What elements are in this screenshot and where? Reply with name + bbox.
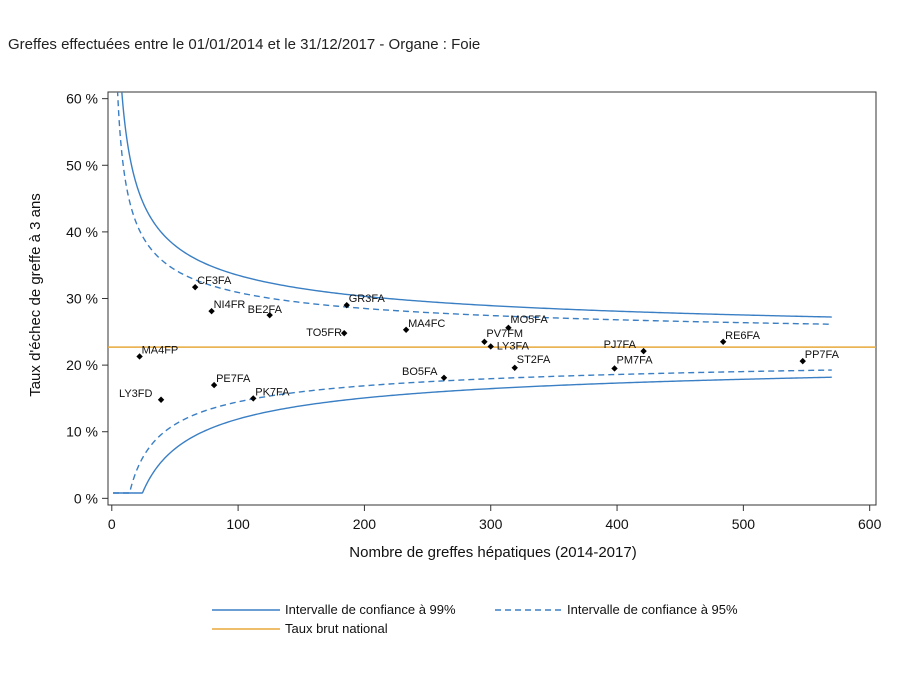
x-tick-label: 100 bbox=[226, 516, 250, 532]
y-tick-label: 10 % bbox=[66, 424, 98, 440]
y-tick-label: 50 % bbox=[66, 157, 98, 173]
data-point bbox=[511, 364, 518, 371]
y-tick-label: 0 % bbox=[74, 490, 98, 506]
data-point-label: PJ7FA bbox=[604, 339, 637, 351]
ci95-lower-curve bbox=[113, 369, 832, 494]
y-tick-label: 40 % bbox=[66, 224, 98, 240]
legend: Intervalle de confiance à 99% Intervalle… bbox=[212, 602, 738, 636]
x-tick-label: 200 bbox=[353, 516, 377, 532]
y-tick-label: 30 % bbox=[66, 291, 98, 307]
y-axis-label: Taux d'échec de greffe à 3 ans bbox=[27, 193, 44, 397]
data-point bbox=[343, 301, 350, 309]
data-point-label: PE7FA bbox=[216, 373, 251, 385]
data-point-label: CF3FA bbox=[197, 275, 232, 287]
ci99-lower-curve bbox=[113, 376, 832, 494]
data-point bbox=[640, 347, 647, 355]
ci99-upper-curve bbox=[121, 92, 832, 318]
page-title: Greffes effectuées entre le 01/01/2014 e… bbox=[8, 36, 481, 53]
data-point-label: PK7FA bbox=[255, 386, 290, 398]
data-point bbox=[481, 338, 488, 345]
data-point bbox=[210, 381, 218, 389]
legend-national-label: Taux brut national bbox=[285, 621, 388, 636]
data-point bbox=[250, 395, 257, 402]
data-point-label: BO5FA bbox=[402, 366, 438, 378]
y-tick-label: 20 % bbox=[66, 357, 98, 373]
x-tick-label: 0 bbox=[108, 516, 116, 532]
y-tick-label: 60 % bbox=[66, 91, 98, 107]
data-point-label: PV7FM bbox=[486, 328, 523, 340]
data-point-label: MA4FP bbox=[142, 344, 179, 356]
data-point bbox=[136, 353, 143, 360]
data-point-label: PP7FA bbox=[805, 349, 840, 361]
legend-ci95-label: Intervalle de confiance à 95% bbox=[567, 602, 738, 617]
data-point-label: GR3FA bbox=[349, 293, 386, 305]
data-point-label: RE6FA bbox=[725, 330, 761, 342]
data-point-label: NI4FR bbox=[214, 299, 246, 311]
ci95-upper-curve bbox=[116, 92, 832, 325]
data-point bbox=[208, 307, 215, 315]
data-point bbox=[266, 311, 273, 319]
data-point bbox=[611, 365, 618, 372]
plot-area: 0 100 200 300 400 500 600 0 % 10 % 20 % 30 % 40 % 50… bbox=[66, 91, 882, 532]
data-point-label: MO5FA bbox=[510, 314, 548, 326]
data-point bbox=[487, 343, 494, 350]
data-point-label: BE2FA bbox=[248, 304, 283, 316]
data-point-label: MA4FC bbox=[408, 318, 445, 330]
data-point bbox=[799, 357, 806, 365]
data-point-label: ST2FA bbox=[517, 354, 551, 366]
data-point-label: LY3FA bbox=[497, 340, 530, 352]
data-point bbox=[157, 396, 165, 403]
x-tick-label: 500 bbox=[732, 516, 756, 532]
data-point-label: LY3FD bbox=[119, 388, 152, 400]
data-point bbox=[719, 338, 727, 345]
x-tick-label: 300 bbox=[479, 516, 503, 532]
data-point bbox=[341, 329, 348, 337]
x-tick-label: 600 bbox=[858, 516, 882, 532]
legend-ci99-label: Intervalle de confiance à 99% bbox=[285, 602, 456, 617]
data-point bbox=[440, 374, 448, 381]
x-axis-label: Nombre de greffes hépatiques (2014-2017) bbox=[349, 544, 636, 561]
data-point bbox=[191, 283, 199, 291]
data-point bbox=[402, 326, 410, 334]
x-tick-label: 400 bbox=[605, 516, 629, 532]
data-point-label: TO5FR bbox=[306, 327, 342, 339]
data-point bbox=[505, 324, 512, 332]
data-point-label: PM7FA bbox=[617, 354, 654, 366]
